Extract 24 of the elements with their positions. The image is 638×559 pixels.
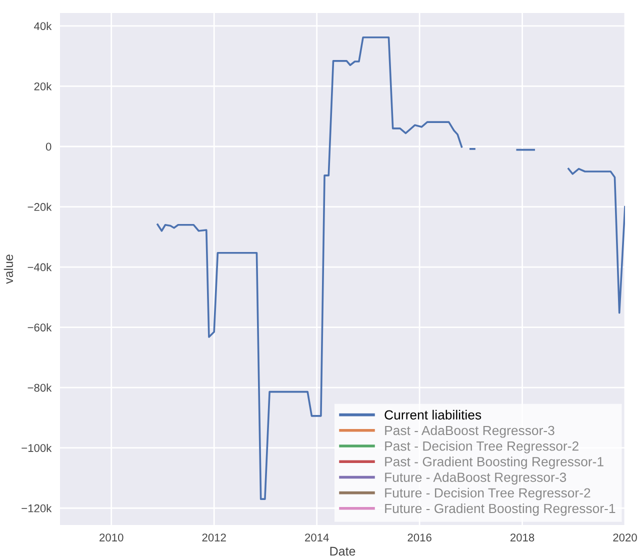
legend-label: Current liabilities: [384, 410, 482, 420]
x-tick-label: 2018: [510, 534, 534, 542]
x-tick-label: 2014: [305, 534, 329, 542]
legend-label: Future - Decision Tree Regressor-2: [385, 488, 590, 500]
y-tick-label: −60k: [28, 323, 52, 332]
x-tick-label: 2016: [408, 534, 432, 542]
y-tick-label: −40k: [28, 263, 52, 272]
y-tick-label: −80k: [28, 384, 52, 392]
legend-label: Past - AdaBoost Regressor-3: [385, 425, 554, 438]
x-axis-title: Date: [330, 546, 356, 556]
y-axis-title: value: [4, 254, 14, 284]
legend-label: Future - AdaBoost Regressor-3: [385, 472, 566, 485]
y-tick-label: 40k: [34, 22, 52, 30]
x-tick-label: 2012: [202, 534, 226, 542]
y-tick-label: −120k: [22, 504, 52, 512]
y-tick-label: −20k: [28, 202, 52, 211]
x-tick-label: 2010: [100, 534, 124, 542]
x-tick-label: 2020: [613, 534, 637, 542]
y-tick-label: 20k: [34, 82, 52, 90]
legend-label: Past - Gradient Boosting Regressor-1: [385, 456, 604, 469]
y-tick-label: 0: [46, 142, 52, 151]
y-tick-label: −100k: [22, 444, 52, 452]
legend-label: Past - Decision Tree Regressor-2: [385, 441, 578, 454]
legend-label: Future - Gradient Boosting Regressor-1: [385, 503, 616, 516]
